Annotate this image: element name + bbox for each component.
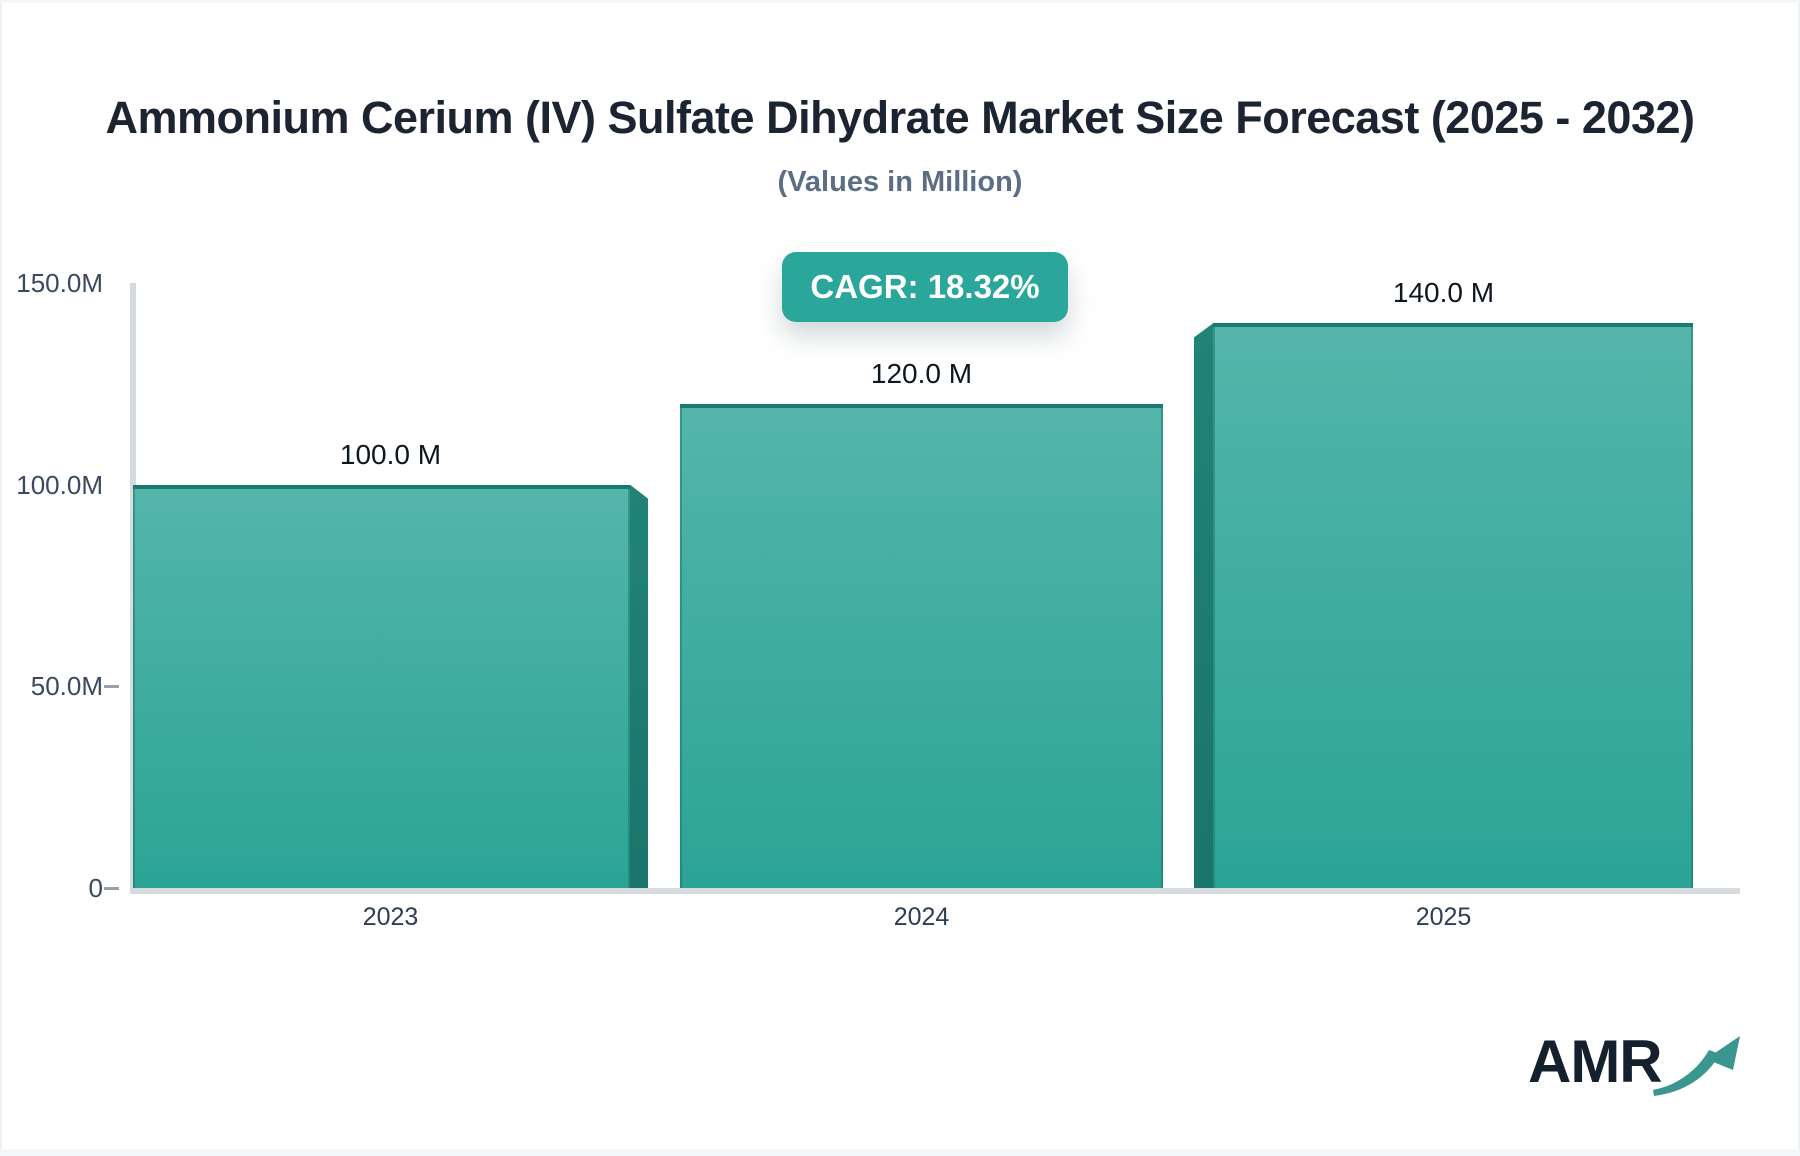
bar-2023[interactable] <box>133 484 630 888</box>
y-tick-50.0M: 50.0M <box>30 671 103 702</box>
y-tick-100.0M: 100.0M <box>16 469 103 500</box>
top-edge-strip <box>0 0 1800 3</box>
growth-arrow-icon <box>1652 1036 1740 1096</box>
amr-logo: AMR <box>1528 1030 1744 1104</box>
bar-2023-3d-side <box>630 484 648 888</box>
bar-value-label-2025: 140.0 M <box>1392 277 1495 309</box>
bar-2024[interactable] <box>680 404 1163 888</box>
bar-2025-3d-side <box>1194 323 1213 888</box>
chart-title: Ammonium Cerium (IV) Sulfate Dihydrate M… <box>105 92 1696 143</box>
bar-value-label-2023: 100.0 M <box>339 438 442 470</box>
bar-2025[interactable] <box>1213 323 1693 888</box>
y-tick-dash-0 <box>104 887 119 890</box>
x-tick-2024: 2024 <box>893 903 950 931</box>
amr-logo-text: AMR <box>1528 1028 1663 1095</box>
y-tick-0: 0 <box>88 873 103 903</box>
y-tick-dash-50.0M <box>104 685 119 689</box>
cagr-badge: CAGR: 18.32% <box>782 252 1068 322</box>
bar-value-label-2024: 120.0 M <box>870 358 973 389</box>
cagr-badge-label: CAGR: 18.32% <box>810 268 1040 305</box>
x-tick-2023: 2023 <box>362 903 419 931</box>
y-tick-150.0M: 150.0M <box>16 268 103 298</box>
x-axis-line <box>130 888 1740 894</box>
chart-subtitle: (Values in Million) <box>777 166 1023 198</box>
x-tick-2025: 2025 <box>1415 903 1472 931</box>
bottom-edge-strip <box>0 1149 1800 1156</box>
